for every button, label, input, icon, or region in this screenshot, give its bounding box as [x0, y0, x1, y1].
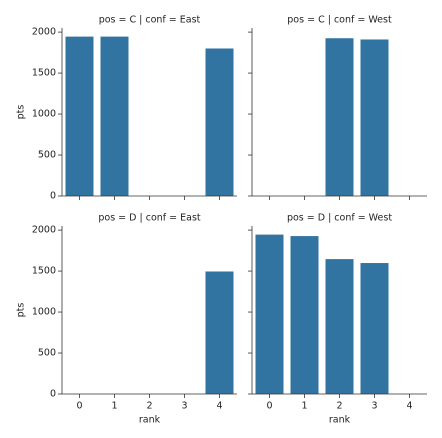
y-tick-label: 1000 — [32, 109, 56, 120]
y-tick-label: 0 — [50, 191, 56, 202]
x-tick-label: 0 — [266, 401, 272, 412]
y-tick-label: 1000 — [32, 307, 56, 318]
x-tick-label: 4 — [216, 401, 222, 412]
bar — [325, 259, 354, 394]
y-axis-label: pts — [16, 105, 27, 120]
x-tick-label: 2 — [146, 401, 152, 412]
x-axis-label: rank — [329, 415, 351, 426]
bar — [325, 38, 354, 197]
x-tick-label: 0 — [76, 401, 82, 412]
panel-title: pos = D | conf = East — [98, 213, 201, 224]
bar — [65, 36, 94, 197]
y-tick-label: 1500 — [32, 68, 56, 79]
bar — [255, 234, 284, 394]
y-tick-label: 500 — [38, 348, 56, 359]
bar — [205, 48, 234, 196]
bar — [360, 263, 389, 394]
y-tick-label: 1500 — [32, 266, 56, 277]
y-tick-label: 2000 — [32, 225, 56, 236]
bar — [100, 36, 129, 197]
x-tick-label: 4 — [406, 401, 412, 412]
x-tick-label: 3 — [181, 401, 187, 412]
panel-title: pos = D | conf = West — [287, 213, 392, 224]
bar — [290, 236, 319, 394]
y-axis-label: pts — [16, 303, 27, 318]
bar — [205, 271, 234, 394]
x-tick-label: 2 — [336, 401, 342, 412]
x-tick-label: 3 — [371, 401, 377, 412]
panel-title: pos = C | conf = East — [99, 15, 201, 26]
y-tick-label: 500 — [38, 150, 56, 161]
x-tick-label: 1 — [301, 401, 307, 412]
panel-title: pos = C | conf = West — [287, 15, 392, 26]
bar — [360, 39, 389, 196]
x-axis-label: rank — [139, 415, 161, 426]
y-tick-label: 0 — [50, 389, 56, 400]
x-tick-label: 1 — [111, 401, 117, 412]
y-tick-label: 2000 — [32, 27, 56, 38]
